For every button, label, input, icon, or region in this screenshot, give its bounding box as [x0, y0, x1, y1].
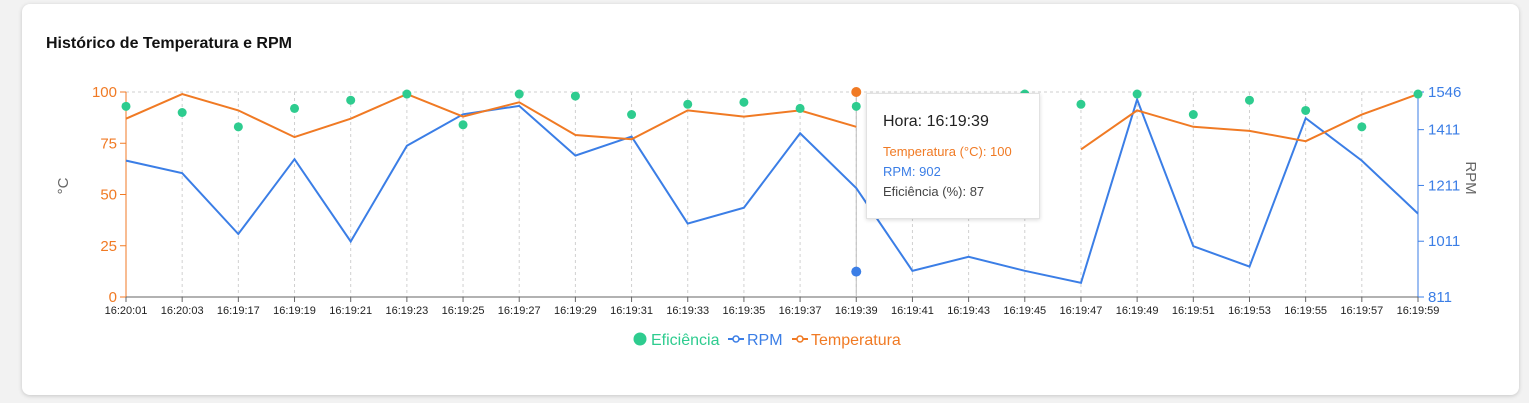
- x-tick-label: 16:20:01: [105, 305, 148, 317]
- tooltip-title: Hora: 16:19:39: [883, 113, 989, 130]
- eficiencia-point: [1076, 99, 1086, 109]
- y-left-tick-label: 75: [100, 135, 117, 152]
- y-right-tick-label: 1546: [1428, 84, 1461, 101]
- eficiencia-point: [233, 122, 243, 132]
- x-tick-label: 16:19:31: [610, 305, 653, 317]
- x-tick-label: 16:19:47: [1060, 305, 1103, 317]
- x-tick-label: 16:19:53: [1228, 305, 1271, 317]
- x-tick-label: 16:19:49: [1116, 305, 1159, 317]
- x-tick-label: 16:19:41: [891, 305, 934, 317]
- eficiencia-point: [346, 95, 356, 105]
- y-right-tick-label: 811: [1428, 289, 1452, 306]
- legend-label-rpm: RPM: [747, 332, 783, 349]
- eficiencia-point: [1244, 95, 1254, 105]
- y-right-tick-label: 1211: [1428, 177, 1460, 194]
- x-tick-label: 16:19:29: [554, 305, 597, 317]
- x-tick-label: 16:19:39: [835, 305, 878, 317]
- x-tick-label: 16:19:33: [666, 305, 709, 317]
- eficiencia-point: [570, 91, 580, 101]
- chart-card: Histórico de Temperatura e RPM: [22, 4, 1519, 395]
- eficiencia-point: [1188, 110, 1198, 120]
- eficiencia-point: [795, 103, 805, 113]
- y-left-tick-label: 25: [100, 238, 117, 255]
- legend-marker-rpm-dot: [732, 335, 740, 343]
- eficiencia-point: [739, 97, 749, 107]
- x-tick-label: 16:19:57: [1340, 305, 1383, 317]
- eficiencia-point: [683, 99, 693, 109]
- x-tick-label: 16:19:55: [1284, 305, 1327, 317]
- x-tick-label: 16:19:51: [1172, 305, 1215, 317]
- eficiencia-point: [1301, 105, 1311, 115]
- legend-marker-temperatura-dot: [796, 335, 804, 343]
- eficiencia-point: [290, 103, 300, 113]
- y-right-axis-label: RPM: [1462, 161, 1479, 194]
- x-tick-label: 16:19:21: [329, 305, 372, 317]
- x-tick-label: 16:19:35: [722, 305, 765, 317]
- eficiencia-point: [402, 89, 412, 99]
- x-tick-label: 16:19:59: [1397, 305, 1440, 317]
- y-right-tick-label: 1011: [1428, 233, 1460, 250]
- y-left-tick-label: 0: [109, 289, 117, 306]
- x-tick-label: 16:19:37: [779, 305, 822, 317]
- x-tick-label: 16:19:23: [385, 305, 428, 317]
- series-line-rpm: [125, 96, 1419, 284]
- y-left-tick-label: 100: [92, 84, 117, 101]
- x-tick-label: 16:19:19: [273, 305, 316, 317]
- series-line-temperatura: [125, 93, 1419, 151]
- x-tick-label: 16:19:25: [442, 305, 485, 317]
- tooltip-temperatura: Temperatura (°C): 100: [883, 144, 1012, 159]
- eficiencia-point: [1132, 89, 1142, 99]
- tooltip-eficiencia: Eficiência (%): 87: [883, 184, 985, 199]
- y-left-axis-label: °C: [55, 177, 72, 194]
- eficiencia-point: [627, 110, 637, 120]
- chart-tooltip: Hora: 16:19:39 Temperatura (°C): 100 RPM…: [866, 93, 1040, 219]
- legend-marker-eficiencia: [633, 332, 647, 346]
- x-tick-label: 16:20:03: [161, 305, 204, 317]
- x-tick-label: 16:19:43: [947, 305, 990, 317]
- eficiencia-point: [458, 120, 468, 130]
- chart-title: Histórico de Temperatura e RPM: [46, 35, 292, 52]
- x-tick-label: 16:19:45: [1003, 305, 1046, 317]
- y-left-tick-label: 50: [100, 187, 117, 204]
- eficiencia-point: [1357, 122, 1367, 132]
- x-tick-label: 16:19:27: [498, 305, 541, 317]
- tooltip-rpm: RPM: 902: [883, 164, 941, 179]
- active-dot-temperatura: [851, 87, 862, 97]
- legend-label-eficiencia: Eficiência: [651, 332, 720, 349]
- y-right-tick-label: 1411: [1428, 122, 1460, 139]
- eficiencia-point: [177, 108, 187, 117]
- legend-label-temperatura: Temperatura: [811, 332, 901, 349]
- x-tick-label: 16:19:17: [217, 305, 260, 317]
- eficiencia-point: [121, 101, 131, 111]
- eficiencia-point: [851, 101, 861, 111]
- eficiencia-point: [514, 89, 524, 99]
- eficiencia-point: [1413, 89, 1423, 99]
- active-dot-rpm: [851, 266, 862, 277]
